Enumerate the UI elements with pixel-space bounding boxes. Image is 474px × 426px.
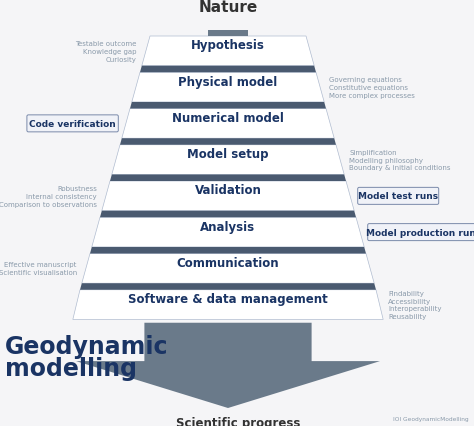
- Text: Visual diagnostics
Quantitative diagnostics: Visual diagnostics Quantitative diagnost…: [369, 226, 455, 239]
- Text: Effective manuscript
Scientific visualisation: Effective manuscript Scientific visualis…: [0, 262, 77, 276]
- Polygon shape: [208, 31, 248, 37]
- Polygon shape: [122, 109, 334, 139]
- Text: Communication: Communication: [177, 256, 279, 269]
- Text: Testable outcome
Knowledge gap
Curiosity: Testable outcome Knowledge gap Curiosity: [75, 41, 137, 63]
- Polygon shape: [130, 103, 326, 109]
- Text: Simplification
Modelling philosophy
Boundary & initial conditions: Simplification Modelling philosophy Boun…: [349, 150, 451, 171]
- Polygon shape: [90, 248, 366, 254]
- Polygon shape: [80, 284, 376, 290]
- Text: Robustness
Internal consistency
Comparison to observations: Robustness Internal consistency Comparis…: [0, 186, 97, 207]
- Text: Numerical methods: Numerical methods: [48, 121, 117, 127]
- Text: Code verification: Code verification: [29, 120, 116, 129]
- Text: Scientific progress: Scientific progress: [176, 416, 300, 426]
- Text: Model test runs: Model test runs: [358, 192, 438, 201]
- Polygon shape: [92, 218, 364, 248]
- Polygon shape: [132, 73, 324, 103]
- Polygon shape: [140, 66, 316, 73]
- Polygon shape: [102, 181, 354, 211]
- Polygon shape: [100, 211, 356, 218]
- Text: Findability
Accessibility
Interoperability
Reusability: Findability Accessibility Interoperabili…: [388, 290, 442, 320]
- Text: Numerical model: Numerical model: [172, 112, 284, 125]
- Text: Physical model: Physical model: [178, 75, 278, 89]
- Text: modelling: modelling: [5, 356, 137, 380]
- Polygon shape: [73, 290, 383, 320]
- Text: IOI GeodynamicModelling: IOI GeodynamicModelling: [393, 416, 469, 421]
- FancyBboxPatch shape: [27, 115, 118, 132]
- Polygon shape: [120, 139, 336, 145]
- Polygon shape: [76, 323, 380, 408]
- Text: Hypothesis: Hypothesis: [191, 39, 265, 52]
- Text: Analysis: Analysis: [201, 220, 255, 233]
- Text: Validation: Validation: [194, 184, 262, 197]
- Polygon shape: [112, 145, 344, 175]
- Polygon shape: [82, 254, 374, 284]
- Polygon shape: [110, 175, 346, 181]
- Text: Model production runs: Model production runs: [366, 228, 474, 237]
- FancyBboxPatch shape: [368, 224, 474, 241]
- FancyBboxPatch shape: [358, 188, 439, 205]
- Text: Nature: Nature: [199, 0, 258, 15]
- Text: Governing equations
Constitutive equations
More complex processes: Governing equations Constitutive equatio…: [329, 77, 415, 99]
- Text: Model setup: Model setup: [187, 148, 269, 161]
- Text: Geodynamic: Geodynamic: [5, 334, 168, 358]
- Text: Software & data management: Software & data management: [128, 293, 328, 305]
- Polygon shape: [142, 37, 314, 66]
